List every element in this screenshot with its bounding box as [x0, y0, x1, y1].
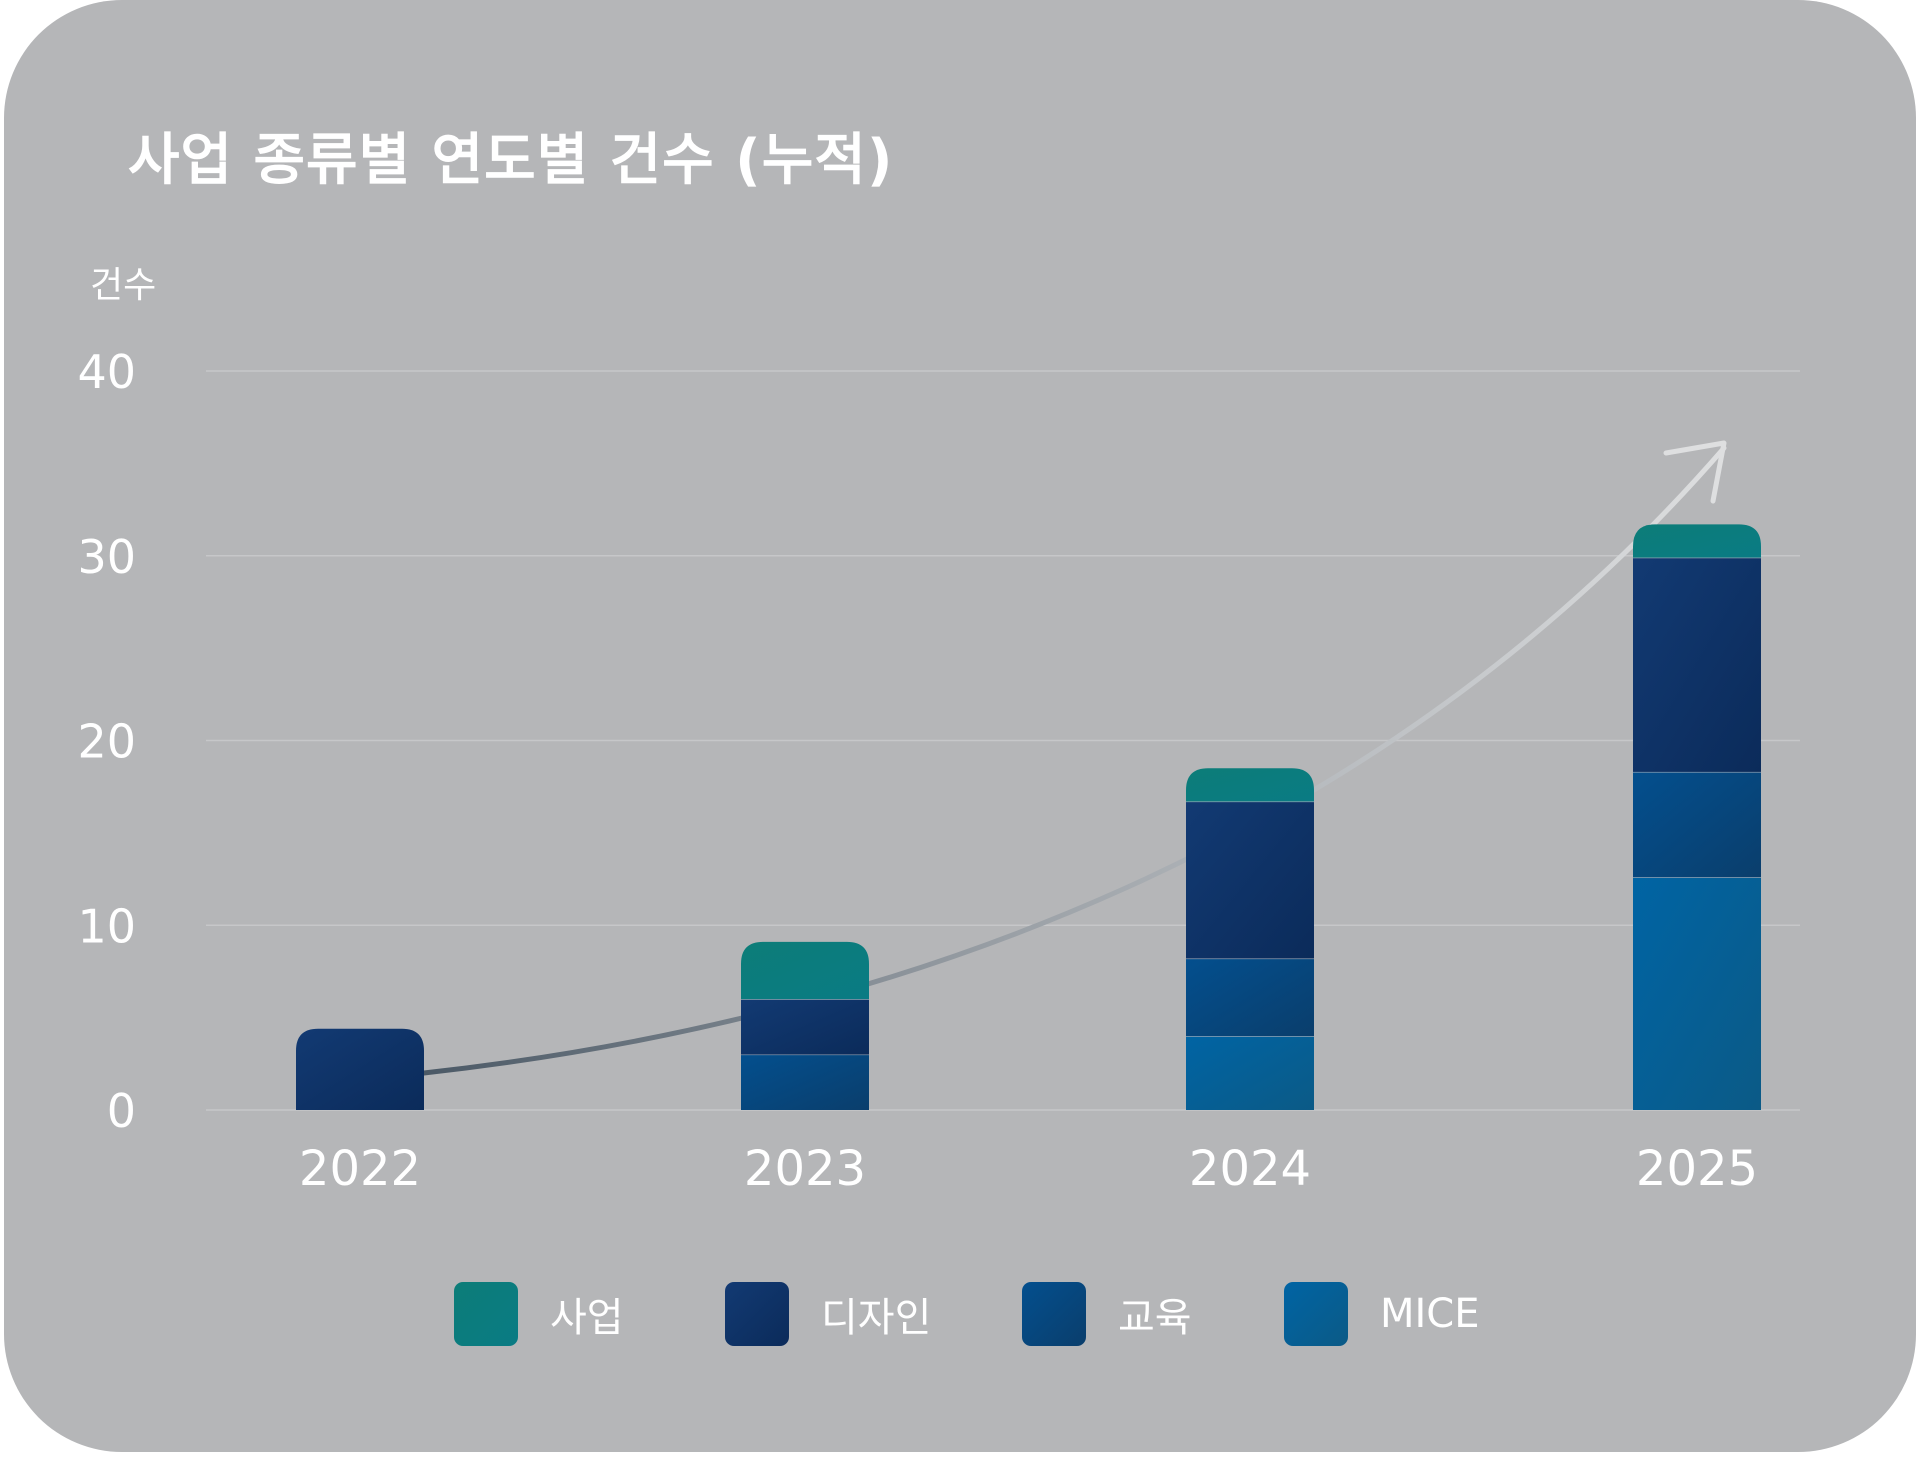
legend-item-디자인[interactable]: 디자인 [725, 1281, 931, 1347]
bar-2023-교육 [741, 1054, 869, 1110]
bar-2025-교육 [1633, 771, 1761, 878]
x-tick-label: 2025 [1636, 1141, 1758, 1197]
legend-label: 교육 [1118, 1295, 1192, 1341]
bars [296, 524, 1761, 1110]
legend-item-MICE[interactable]: MICE [1284, 1281, 1480, 1347]
legend-swatch [454, 1282, 518, 1346]
bar-2025-디자인 [1633, 557, 1761, 772]
legend-swatch [1284, 1282, 1348, 1346]
trend-arrow [421, 440, 1727, 1076]
bar-2023-디자인 [741, 999, 869, 1055]
legend: 사업 디자인 교육 MICE [4, 1281, 1916, 1347]
stacked-bar-chart: 0 10 20 30 40 2022 2023 2024 2025 [77, 345, 1800, 1197]
legend-label: MICE [1380, 1291, 1480, 1337]
legend-label: 사업 [550, 1295, 624, 1341]
trend-curve [421, 445, 1727, 1076]
x-tick-label: 2022 [299, 1141, 421, 1197]
legend-item-사업[interactable]: 사업 [454, 1281, 624, 1347]
bar-2024-사업 [1186, 768, 1314, 802]
legend-label: 디자인 [821, 1295, 932, 1341]
y-tick-label: 10 [77, 899, 136, 953]
tick-labels: 0 10 20 30 40 2022 2023 2024 2025 [77, 345, 1758, 1197]
y-tick-label: 40 [77, 345, 136, 399]
y-tick-label: 20 [77, 715, 136, 769]
trend-arrowhead [1663, 440, 1727, 504]
x-tick-label: 2024 [1189, 1141, 1311, 1197]
legend-item-교육[interactable]: 교육 [1022, 1281, 1192, 1347]
x-tick-label: 2023 [744, 1141, 866, 1197]
y-axis-label: 건수 [90, 265, 157, 306]
gridlines [206, 370, 1800, 1111]
bar-2024-MICE [1186, 1036, 1314, 1110]
bar-2023-사업 [741, 941, 869, 1000]
bar-2022-디자인 [296, 1028, 424, 1110]
chart-card: 사업 종류별 연도별 건수 (누적) 건수 0 10 20 30 40 2022 2023 2… [4, 0, 1916, 1452]
chart-title: 사업 종류별 연도별 건수 (누적) [128, 128, 894, 193]
y-tick-label: 0 [107, 1084, 136, 1138]
y-tick-label: 30 [77, 530, 136, 584]
legend-swatch [1022, 1282, 1086, 1346]
bar-2025-MICE [1633, 877, 1761, 1110]
bar-2024-디자인 [1186, 801, 1314, 959]
bar-2024-교육 [1186, 958, 1314, 1037]
legend-swatch [725, 1282, 789, 1346]
bar-2025-사업 [1633, 524, 1761, 558]
